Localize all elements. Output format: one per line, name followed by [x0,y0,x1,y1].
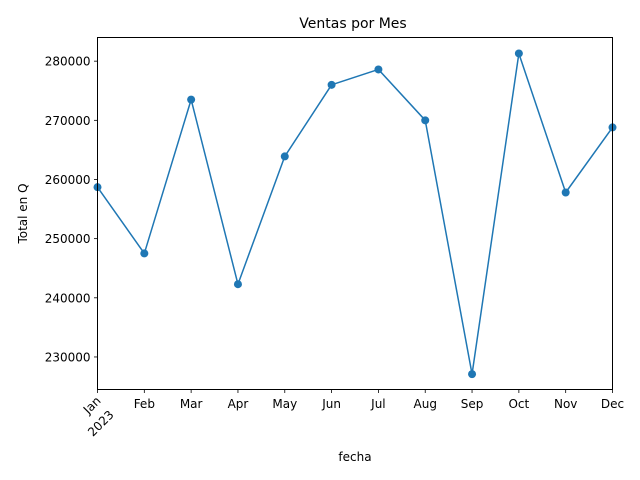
x-tick-label: Apr [228,397,249,411]
axes-frame [97,37,613,390]
data-point [468,370,477,379]
y-tick-label: 230000 [45,350,91,364]
data-point [233,280,242,289]
x-tick-label: Oct [508,397,529,411]
data-point [421,116,430,125]
chart-title: Ventas por Mes [299,16,406,32]
data-point [561,188,570,197]
x-tick-label: Jun [321,397,341,411]
x-tick-label: Sep [461,397,484,411]
x-tick-label: Nov [554,397,577,411]
data-point [280,152,289,161]
y-axis-label: Total en Q [16,183,30,244]
data-point [187,95,196,104]
data-point [374,65,383,74]
x-axis-label: fecha [338,450,371,464]
data-point [327,80,336,89]
x-tick-label: Jul [370,397,385,411]
y-tick-label: 240000 [45,291,91,305]
y-tick-label: 260000 [45,173,91,187]
x-tick-label: Feb [134,397,155,411]
y-tick-label: 280000 [45,55,91,69]
x-tick-label: May [272,397,297,411]
y-tick-label: 250000 [45,232,91,246]
y-axis-ticks: 230000 240000 250000 260000 270000 280000 [45,55,98,364]
series-line [96,52,614,375]
x-tick-label: Aug [414,397,437,411]
data-point [140,249,149,258]
x-tick-label: Mar [180,397,203,411]
x-tick-label: Dec [601,397,624,411]
plot-area [93,49,617,379]
y-tick-label: 270000 [45,114,91,128]
data-point [514,49,523,58]
